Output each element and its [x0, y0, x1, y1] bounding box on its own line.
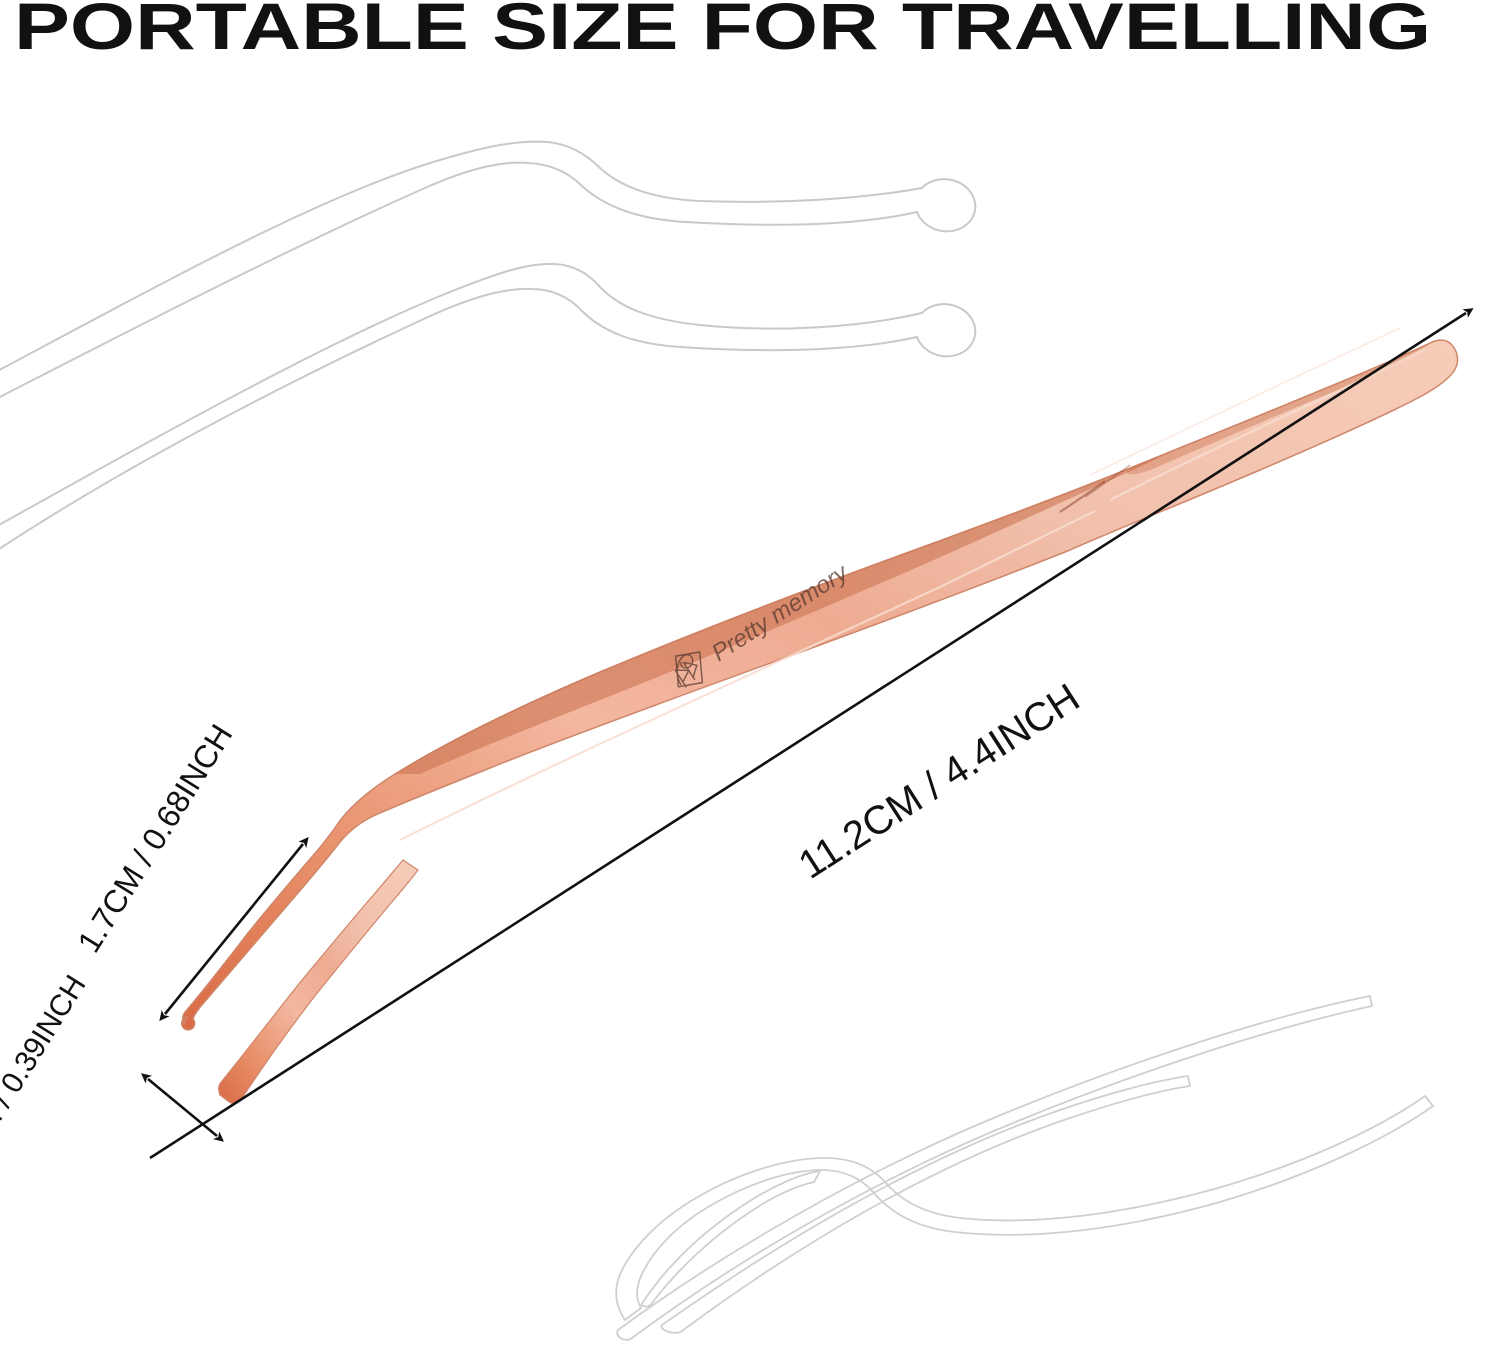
svg-text:1.7CM / 0.68INCH: 1.7CM / 0.68INCH	[70, 718, 239, 959]
svg-text:11.2CM / 4.4INCH: 11.2CM / 4.4INCH	[791, 676, 1087, 888]
svg-text:1CM / 0.39INCH: 1CM / 0.39INCH	[0, 970, 93, 1174]
